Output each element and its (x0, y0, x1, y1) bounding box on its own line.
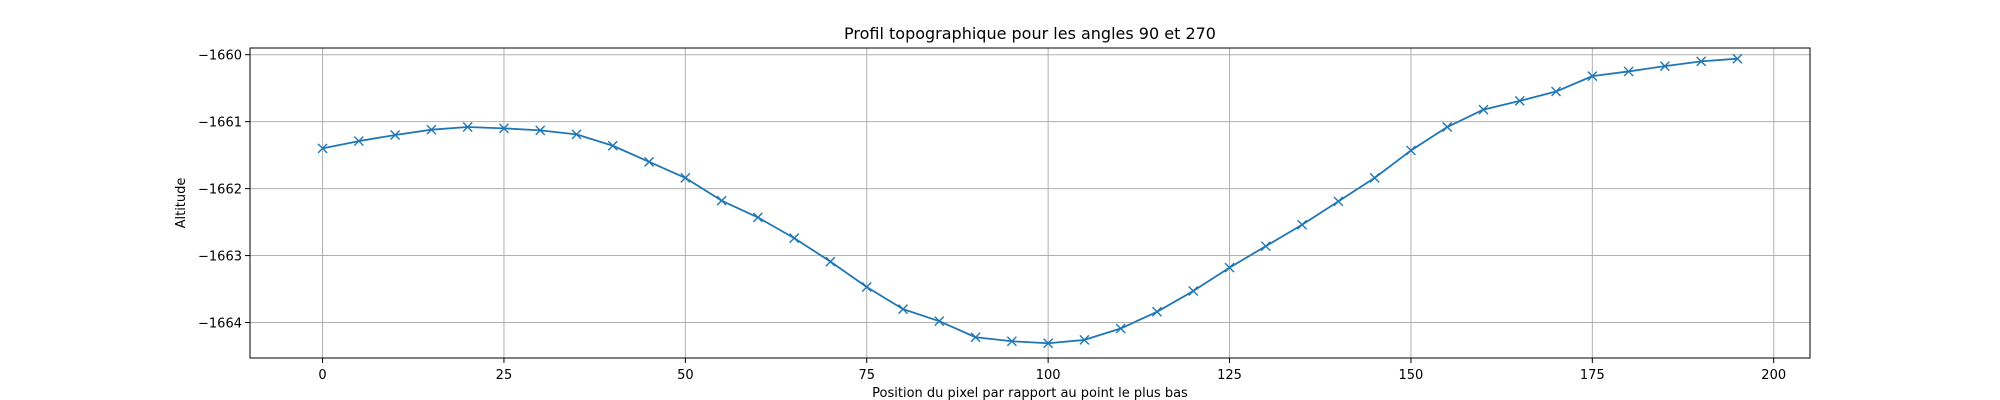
data-point-marker (861, 282, 872, 293)
data-point-marker (1151, 306, 1162, 317)
x-tick-label: 0 (318, 368, 326, 383)
data-point-marker (1514, 95, 1525, 106)
y-axis-title: Altitude (174, 178, 189, 229)
data-point-marker (1043, 338, 1054, 349)
grid-lines (250, 48, 1810, 358)
data-point-marker (1260, 241, 1271, 252)
data-point-marker (644, 156, 655, 167)
data-point-marker (1478, 104, 1489, 115)
data-point-marker (1405, 145, 1416, 156)
y-tick-label: −1663 (198, 250, 242, 265)
data-point-marker (752, 212, 763, 223)
data-point-marker (1623, 66, 1634, 77)
x-tick-label: 150 (1399, 368, 1424, 383)
series-line (322, 57, 1738, 345)
data-point-marker (1115, 323, 1126, 334)
data-point-marker (716, 195, 727, 206)
x-tick-label: 200 (1761, 368, 1786, 383)
y-tick-label: −1662 (198, 183, 242, 198)
data-point-marker (1188, 286, 1199, 297)
data-point-marker (934, 316, 945, 327)
chart-title: Profil topographique pour les angles 90 … (844, 24, 1216, 43)
y-axis: −1664 −1663 −1662 −1661 −1660 (198, 49, 250, 332)
data-point-marker (571, 129, 582, 140)
data-point-marker (1297, 219, 1308, 230)
data-point-marker (825, 256, 836, 267)
data-point-marker (353, 136, 364, 147)
data-point-marker (1587, 71, 1598, 82)
data-point-marker (535, 125, 546, 136)
data-point-marker (1659, 61, 1670, 72)
data-point-marker (1442, 122, 1453, 133)
x-tick-label: 175 (1580, 368, 1605, 383)
x-tick-label: 75 (858, 368, 875, 383)
data-point-marker (1551, 86, 1562, 97)
x-tick-label: 50 (677, 368, 694, 383)
y-tick-label: −1664 (198, 317, 242, 332)
data-point-marker (970, 332, 981, 343)
data-point-marker (426, 124, 437, 135)
data-point-marker (1369, 172, 1380, 183)
data-point-marker (898, 304, 909, 315)
data-point-marker (1696, 56, 1707, 67)
x-axis-title: Position du pixel par rapport au point l… (872, 386, 1188, 400)
data-point-marker (680, 172, 691, 183)
data-point-marker (390, 130, 401, 141)
data-point-marker (1333, 196, 1344, 207)
data-point-marker (317, 143, 328, 154)
data-point-marker (462, 122, 473, 133)
data-point-marker (498, 123, 509, 134)
plot-series (317, 53, 1743, 349)
plot-frame (249, 47, 1811, 359)
x-axis: 0 25 50 75 100 125 150 175 200 (318, 358, 1786, 383)
x-tick-label: 100 (1036, 368, 1061, 383)
x-tick-label: 25 (496, 368, 513, 383)
x-tick-label: 125 (1217, 368, 1242, 383)
y-tick-label: −1660 (198, 49, 242, 64)
data-point-marker (1006, 336, 1017, 347)
data-point-marker (1224, 262, 1235, 273)
data-point-marker (789, 233, 800, 244)
data-point-marker (1732, 53, 1743, 64)
y-tick-label: −1661 (198, 116, 242, 131)
data-point-marker (1079, 334, 1090, 345)
data-point-marker (607, 140, 618, 151)
